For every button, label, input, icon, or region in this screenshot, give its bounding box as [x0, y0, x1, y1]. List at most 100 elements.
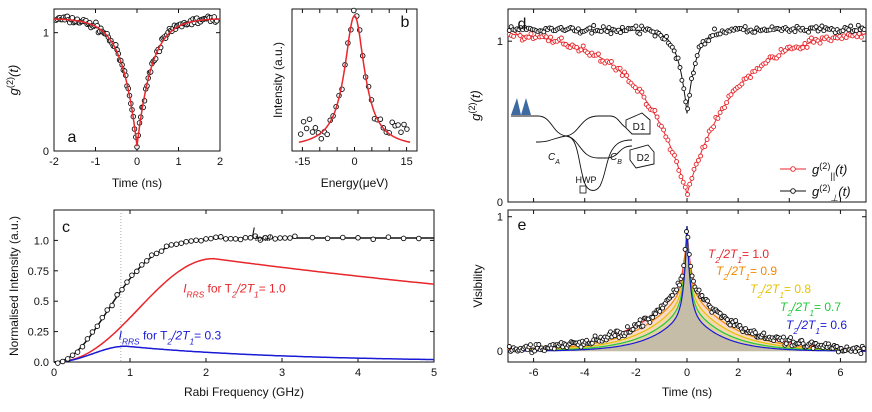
detector-d2 — [629, 144, 655, 169]
series-line-rrs — [54, 257, 435, 363]
data-point — [800, 45, 806, 51]
x-tick-label: -1 — [91, 156, 101, 168]
data-point — [706, 38, 712, 44]
data-point — [752, 330, 758, 336]
data-point — [743, 326, 749, 332]
legend-entry-part: (t) — [838, 184, 850, 199]
series-annotation-part: T — [780, 300, 789, 314]
data-point — [213, 234, 219, 240]
data-point — [702, 144, 708, 149]
data-point — [808, 35, 814, 41]
y-tick-label: 0 — [497, 197, 503, 209]
annotation-rrs-1-part: RRS — [187, 290, 205, 300]
hwp-box — [579, 185, 587, 194]
data-point — [532, 348, 538, 354]
data-point — [687, 181, 693, 187]
data-point — [702, 41, 708, 47]
data-point — [64, 356, 71, 362]
data-point — [104, 307, 110, 313]
data-point — [324, 235, 331, 242]
data-point — [124, 279, 130, 285]
data-point — [297, 131, 304, 137]
y-tick-label: 1 — [43, 28, 49, 40]
data-point — [639, 89, 645, 95]
series-annotation-part: = 0.8 — [784, 282, 811, 296]
data-point — [267, 234, 273, 240]
coupler-b-label: CB — [610, 152, 622, 166]
series-annotation: T2/2T1= 0.7 — [780, 300, 841, 318]
series-annotation-part: 1 — [737, 255, 742, 265]
data-point — [558, 35, 564, 41]
data-point — [574, 44, 580, 50]
legend-entry-part: || — [830, 171, 835, 181]
series-annotation-part: 2 — [756, 290, 762, 300]
data-point — [688, 263, 694, 269]
data-point — [242, 234, 249, 241]
panel-label: e — [518, 217, 527, 234]
panel-label: a — [68, 129, 77, 146]
legend-entry: g(2)⊥(t) — [812, 183, 851, 203]
series-line-rrs — [54, 345, 435, 363]
data-point — [781, 334, 786, 340]
data-point — [710, 33, 716, 39]
data-point — [739, 81, 745, 87]
series-fill — [508, 226, 866, 352]
panel-label: c — [62, 219, 70, 236]
y-axis-label-part: g — [468, 113, 483, 121]
data-point — [84, 336, 91, 342]
series-annotation: T2/2T1= 0.6 — [786, 318, 847, 336]
data-point — [257, 237, 264, 243]
annotation-rrs-1: IRRS for T2/2T1= 1.0 — [183, 282, 286, 300]
data-point — [748, 75, 753, 80]
legend-marker — [790, 188, 796, 194]
data-point — [506, 28, 512, 33]
data-point — [679, 273, 685, 279]
data-point — [704, 137, 710, 142]
y-tick-label: 0 — [43, 146, 49, 158]
series-annotation-part: 1 — [815, 326, 820, 336]
x-tick-label: 4 — [355, 367, 361, 379]
annotation-rrs-2-part: 1 — [189, 337, 194, 347]
data-point — [223, 236, 229, 242]
data-point — [247, 235, 254, 241]
data-point — [858, 34, 864, 40]
data-point — [74, 349, 81, 355]
data-point — [526, 34, 532, 40]
data-point — [183, 238, 189, 245]
detector-d1 — [625, 112, 651, 135]
data-point — [591, 23, 597, 28]
data-point — [686, 251, 692, 257]
annotation-rrs-2: IRRS for T2/2T1= 0.3 — [119, 329, 222, 347]
data-point — [630, 326, 636, 332]
data-point — [761, 330, 767, 336]
data-point — [398, 129, 404, 135]
panel-a: -2 -1 0 1 2 0 1 a Time (ns) g(2)(t) — [5, 8, 223, 190]
data-point — [674, 287, 680, 293]
fit-curve — [54, 18, 220, 147]
data-point — [788, 335, 794, 341]
annotation-total-part: total — [255, 233, 272, 243]
annotation-rrs-2-part: 2 — [166, 337, 172, 347]
data-point — [173, 241, 180, 247]
data-point — [848, 23, 854, 29]
data-point — [694, 53, 700, 59]
pulse-icon — [511, 98, 521, 115]
data-point — [416, 235, 422, 242]
hwp-label: HWP — [576, 175, 597, 185]
data-point — [612, 333, 618, 339]
x-axis-label: Time (ns) — [662, 385, 712, 399]
data-point — [389, 119, 395, 125]
data-point — [705, 298, 711, 304]
data-point — [587, 25, 593, 31]
data-point — [633, 23, 639, 29]
x-tick-label: -6 — [529, 367, 539, 379]
data-point — [792, 29, 798, 35]
data-point — [543, 34, 549, 40]
series-annotation: T2/2T1= 1.0 — [708, 247, 769, 265]
data-point — [385, 234, 392, 240]
legend-entry-part: (2) — [819, 161, 830, 171]
data-point — [608, 31, 614, 37]
data-point — [683, 99, 689, 105]
